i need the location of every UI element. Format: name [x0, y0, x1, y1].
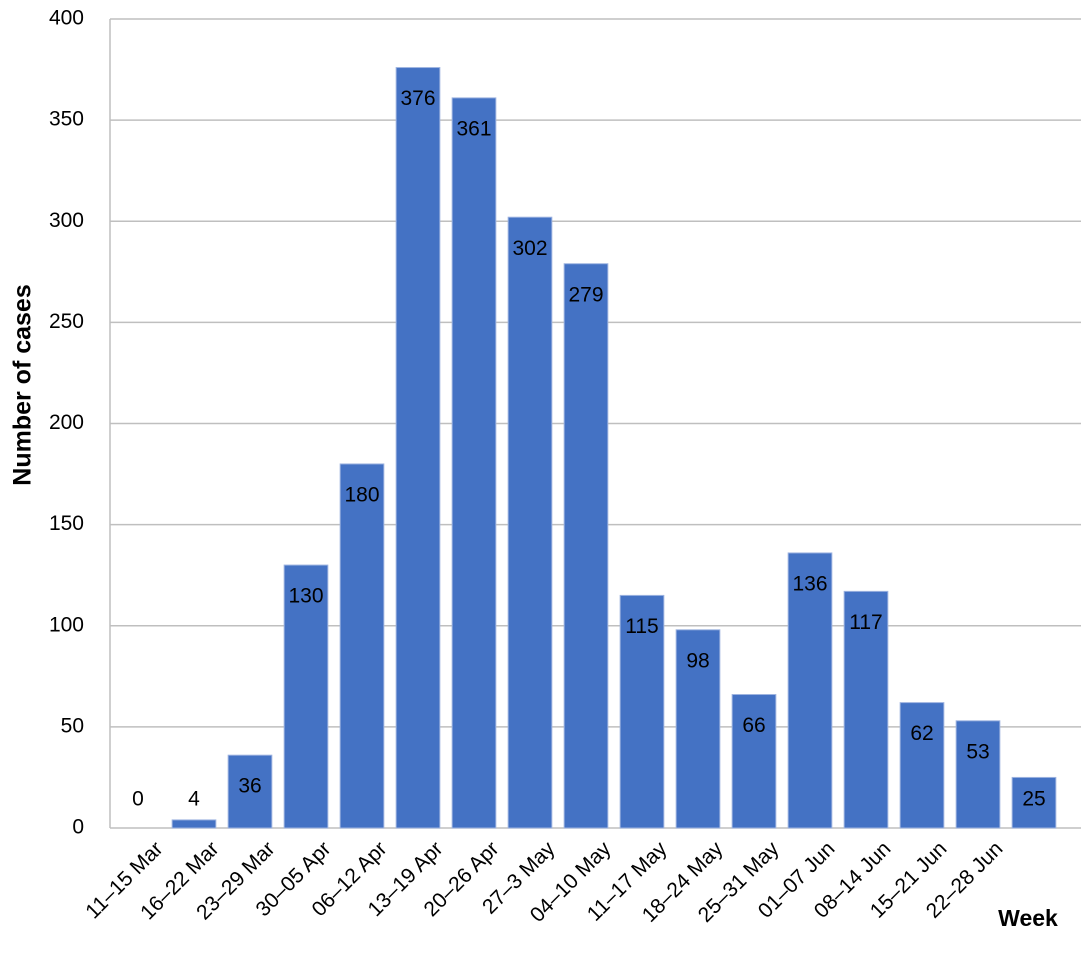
bar — [1011, 776, 1057, 829]
bar — [955, 720, 1001, 829]
value-label: 0 — [132, 788, 144, 811]
y-tick-label: 350 — [49, 108, 84, 131]
value-label: 62 — [910, 722, 933, 745]
value-label: 66 — [742, 714, 765, 737]
value-label: 115 — [625, 615, 658, 638]
y-tick-label: 250 — [49, 310, 84, 333]
value-label: 279 — [568, 283, 603, 306]
value-label: 136 — [792, 572, 827, 595]
bar — [283, 564, 329, 829]
value-label: 4 — [188, 788, 200, 811]
y-tick-label: 300 — [49, 209, 84, 232]
bar — [171, 819, 217, 829]
y-tick-label: 200 — [49, 411, 84, 434]
y-tick-label: 0 — [72, 816, 84, 839]
y-tick-label: 150 — [49, 512, 84, 535]
value-label: 53 — [966, 740, 989, 763]
value-label: 180 — [344, 483, 379, 506]
bar — [395, 67, 441, 829]
value-label: 36 — [238, 775, 261, 798]
value-label: 98 — [686, 649, 709, 672]
y-axis-title: Number of cases — [9, 284, 37, 485]
value-label: 130 — [288, 585, 323, 608]
value-label: 302 — [512, 237, 547, 260]
x-axis-title: Week — [998, 905, 1058, 931]
bar — [563, 263, 609, 829]
bar — [619, 594, 665, 829]
bar — [899, 702, 945, 829]
bar — [227, 754, 273, 829]
bar — [731, 694, 777, 829]
value-label: 361 — [456, 117, 491, 140]
y-tick-label: 400 — [49, 7, 84, 30]
bar — [787, 552, 833, 829]
value-label: 25 — [1022, 788, 1045, 811]
y-tick-label: 100 — [49, 613, 84, 636]
y-tick-label: 50 — [61, 714, 84, 737]
bar — [451, 97, 497, 829]
bar — [507, 216, 553, 829]
bar — [843, 590, 889, 829]
bar — [675, 629, 721, 829]
value-label: 117 — [849, 611, 882, 634]
bar — [339, 463, 385, 829]
value-label: 376 — [400, 87, 435, 110]
